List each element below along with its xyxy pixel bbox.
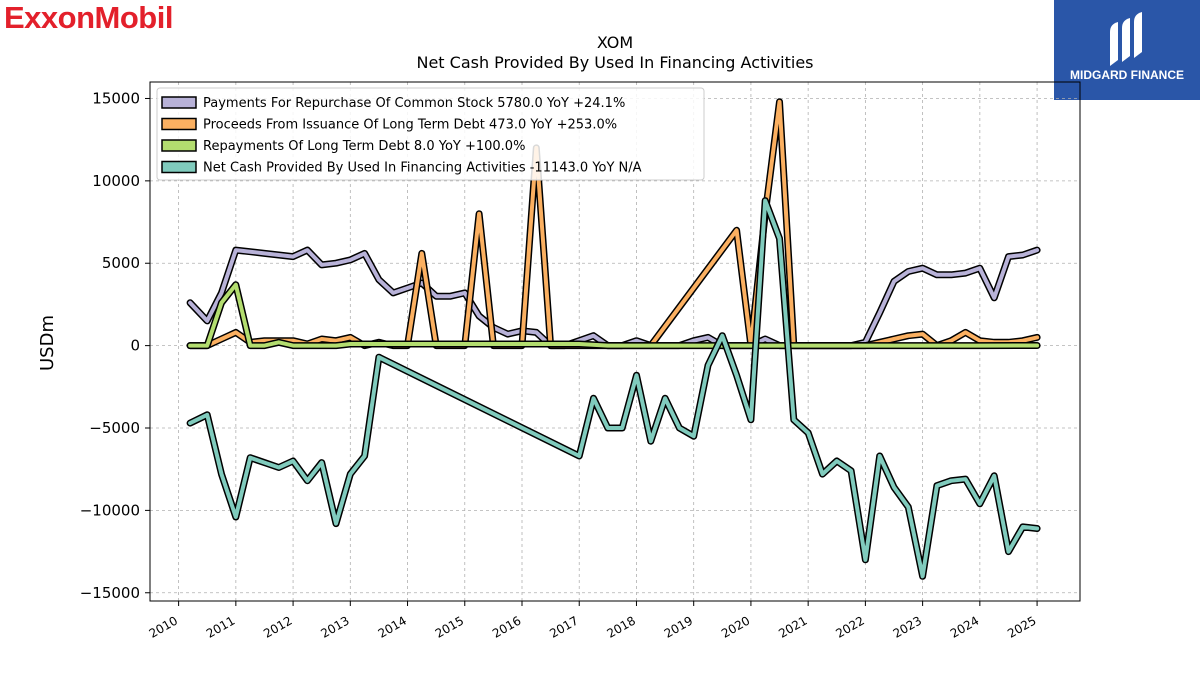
y-tick-label: 15000 (92, 89, 140, 107)
x-tick-label: 2024 (948, 613, 981, 640)
legend-swatch (161, 139, 197, 152)
chart-subtitle: Net Cash Provided By Used In Financing A… (416, 53, 813, 72)
legend-label: Net Cash Provided By Used In Financing A… (203, 161, 642, 176)
x-tick-label: 2019 (662, 613, 695, 640)
x-tick-label: 2020 (719, 613, 752, 640)
legend-label: Proceeds From Issuance Of Long Term Debt… (203, 118, 617, 133)
legend-swatch (161, 96, 197, 109)
plot-frame (149, 81, 1081, 602)
x-tick-label: 2011 (204, 613, 237, 640)
y-tick-label: −15000 (80, 584, 140, 602)
x-tick-label: 2016 (490, 613, 523, 640)
midgard-finance-mark-icon (1110, 12, 1142, 66)
series-net-cash-provided-by-used-in-financing-activities (186, 197, 1041, 580)
x-axis-ticks: 2010 2011 2012 2013 2014 2015 2016 2017 2018 2019… (147, 601, 1039, 641)
x-tick-label: 2017 (547, 613, 580, 640)
series-layer (186, 98, 1041, 580)
y-axis-label: USDm (37, 315, 58, 371)
series-line (188, 282, 1040, 348)
y-tick-label: −5000 (89, 419, 140, 437)
x-tick-label: 2012 (261, 613, 294, 640)
legend-item: Proceeds From Issuance Of Long Term Debt… (161, 117, 617, 133)
x-tick-label: 2014 (376, 613, 409, 640)
legend-swatch (161, 117, 197, 131)
x-tick-label: 2013 (318, 613, 351, 640)
legend-swatch (161, 160, 197, 174)
y-tick-label: −10000 (80, 501, 140, 519)
legend-item: Payments For Repurchase Of Common Stock … (161, 96, 625, 111)
x-tick-label: 2025 (1005, 613, 1038, 640)
legend-label: Payments For Repurchase Of Common Stock … (203, 96, 625, 111)
legend-label: Repayments Of Long Term Debt 8.0 YoY +10… (203, 139, 525, 154)
y-tick-label: 5000 (102, 254, 140, 272)
legend: Payments For Repurchase Of Common Stock … (156, 87, 705, 181)
legend-box (156, 87, 705, 181)
y-axis-ticks: 15000 10000 5000 0 −5000 −10000 −15000 (80, 89, 150, 602)
x-tick-label: 2018 (605, 613, 638, 640)
series-line-outline (186, 246, 1041, 350)
series-line (188, 198, 1040, 579)
x-tick-label: 2015 (433, 613, 466, 640)
legend-item: Repayments Of Long Term Debt 8.0 YoY +10… (161, 139, 525, 154)
x-tick-label: 2022 (833, 613, 866, 640)
series-repayments-of-long-term-debt (186, 281, 1041, 350)
series-payments-for-repurchase-of-common-stock (186, 246, 1041, 350)
x-tick-label: 2021 (776, 613, 809, 640)
midgard-finance-logo: MIDGARD FINANCE (1054, 0, 1200, 100)
midgard-finance-wordmark: MIDGARD FINANCE (1070, 68, 1184, 82)
legend-item: Net Cash Provided By Used In Financing A… (161, 160, 642, 176)
y-tick-label: 0 (130, 337, 140, 355)
chart-title: XOM (597, 33, 633, 52)
y-tick-label: 10000 (92, 172, 140, 190)
x-tick-label: 2023 (891, 613, 924, 640)
x-tick-label: 2010 (147, 613, 180, 640)
exxonmobil-logo: ExxonMobil (4, 0, 173, 35)
